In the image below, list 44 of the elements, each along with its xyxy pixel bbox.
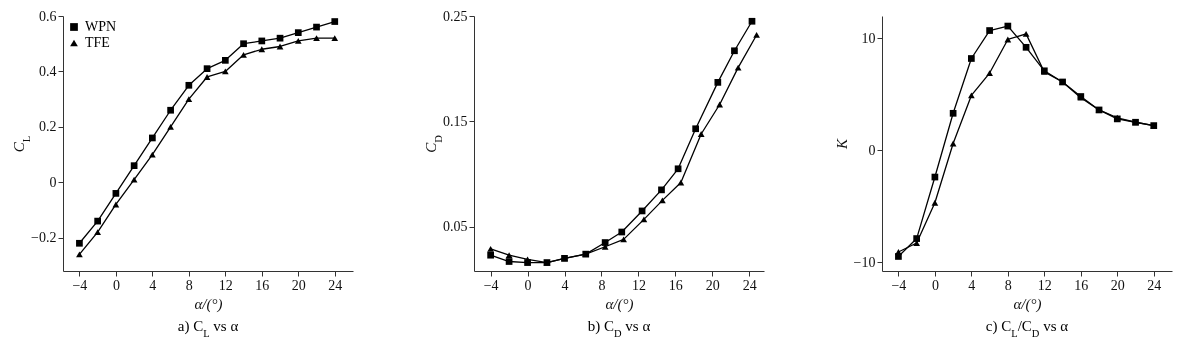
x-tick-label: 0 xyxy=(112,277,120,293)
x-tick-label: 12 xyxy=(218,277,233,293)
x-tick-label: 0 xyxy=(931,277,939,293)
y-tick-label: 0.2 xyxy=(39,119,57,135)
legend-label: WPN xyxy=(85,19,117,34)
y-tick-label: 0.4 xyxy=(39,63,57,79)
y-tick-label: 0.25 xyxy=(443,8,468,24)
x-tick-label: 16 xyxy=(668,277,683,293)
x-tick-label: 8 xyxy=(1004,277,1012,293)
x-tick-label: 24 xyxy=(1147,277,1162,293)
x-tick-label: 20 xyxy=(1110,277,1125,293)
x-tick-label: 4 xyxy=(561,277,569,293)
text: c) C$_{L}$/C$_{D}$ vs α xyxy=(985,318,1069,339)
legend-label: TFE xyxy=(85,35,110,50)
y-axis-title: K xyxy=(833,138,850,151)
x-tick-label: 4 xyxy=(968,277,976,293)
x-axis-title: α/(°) xyxy=(1013,295,1042,313)
x-tick-label: 4 xyxy=(149,277,157,293)
x-tick-label: 12 xyxy=(631,277,646,293)
x-tick-label: 20 xyxy=(291,277,306,293)
y-tick-label: −10 xyxy=(853,254,876,270)
y-tick-label: 0 xyxy=(49,174,57,190)
y-tick-label: 10 xyxy=(861,30,876,46)
x-tick-label: 0 xyxy=(524,277,532,293)
x-tick-label: −4 xyxy=(483,277,499,293)
y-tick-label: 0.05 xyxy=(443,219,468,235)
x-tick-label: 24 xyxy=(742,277,757,293)
x-tick-label: 8 xyxy=(598,277,606,293)
text: b) C$_{D}$ vs α xyxy=(587,318,651,339)
x-tick-label: 16 xyxy=(1074,277,1089,293)
x-tick-label: 12 xyxy=(1037,277,1052,293)
y-tick-label: 0.15 xyxy=(443,113,468,129)
x-tick-label: 16 xyxy=(255,277,270,293)
y-tick-label: 0 xyxy=(868,142,876,158)
text: a) C$_{L}$ vs α xyxy=(177,318,239,339)
x-axis-title: α/(°) xyxy=(194,295,223,313)
x-tick-label: 20 xyxy=(705,277,720,293)
x-tick-label: 8 xyxy=(185,277,193,293)
x-tick-label: −4 xyxy=(72,277,88,293)
y-tick-label: 0.6 xyxy=(39,8,57,24)
y-tick-label: −0.2 xyxy=(31,230,57,246)
x-tick-label: 24 xyxy=(328,277,343,293)
x-tick-label: −4 xyxy=(891,277,907,293)
x-axis-title: α/(°) xyxy=(605,295,634,313)
